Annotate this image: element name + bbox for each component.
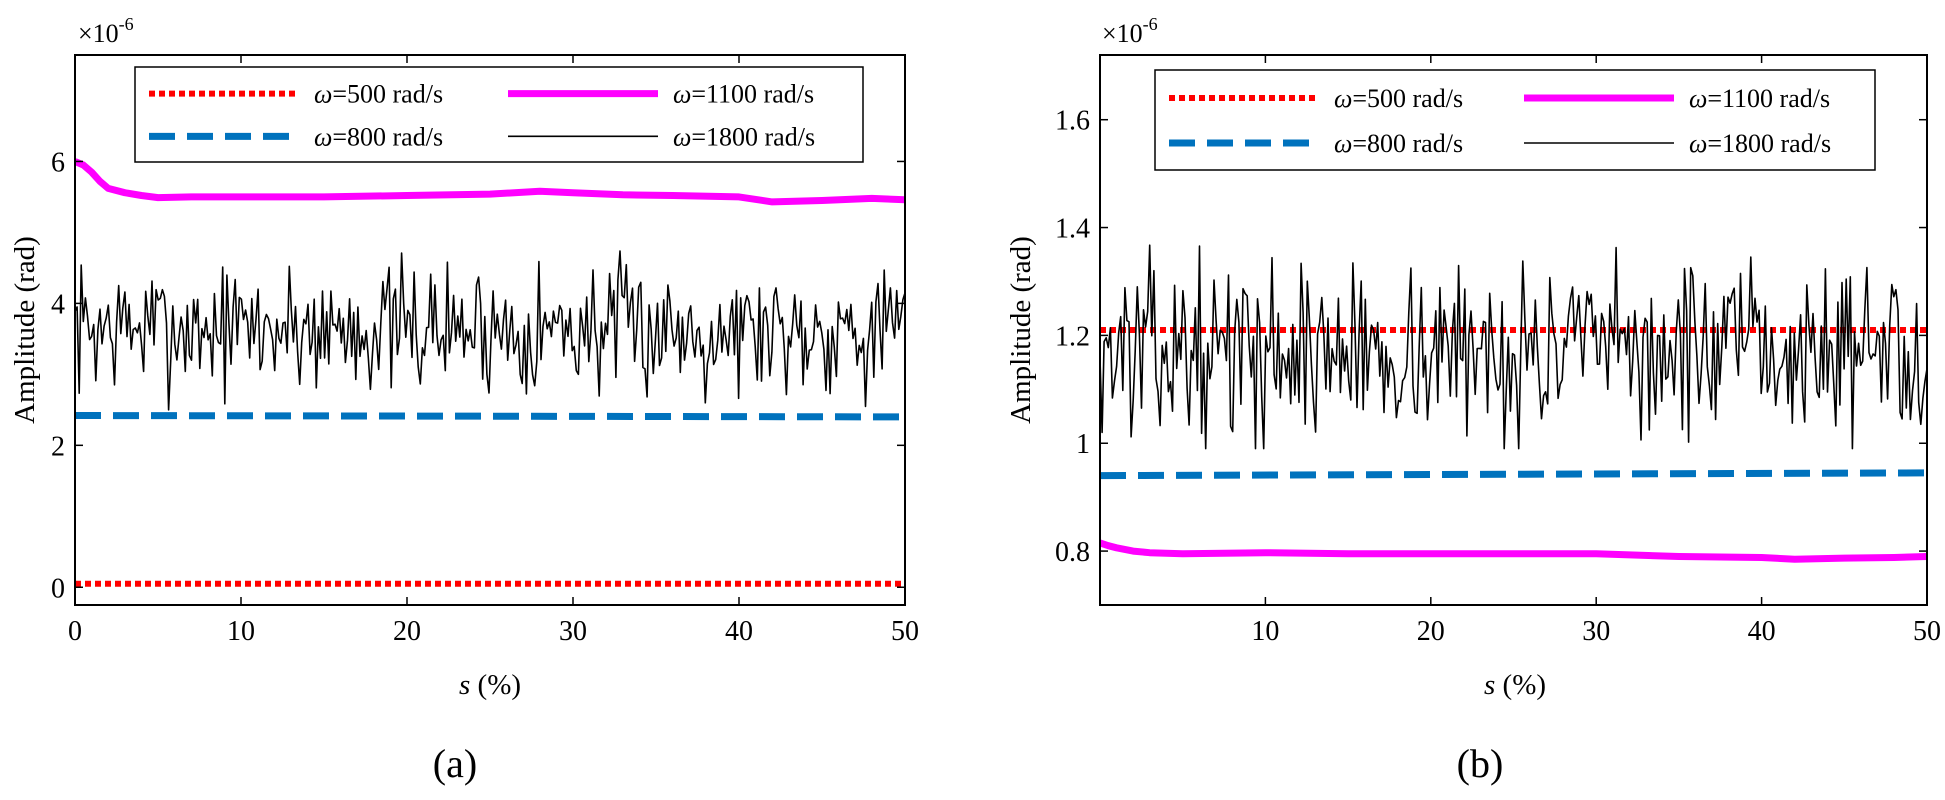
panel-b-legend-label: ω=1100 rad/s xyxy=(1689,84,1830,113)
panel-a-xtick-label: 20 xyxy=(393,616,421,647)
panel-b-label: (b) xyxy=(1457,741,1504,786)
panel-b-ytick-label: 0.8 xyxy=(1055,537,1090,568)
panel-a-legend: ω=500 rad/s ω=1100 rad/s ω=800 rad/s ω=1800… xyxy=(134,66,864,163)
panel-b-axes-box xyxy=(1099,54,1928,606)
panel-a-ytick-label: 2 xyxy=(51,431,65,462)
panel-b-xtick-label: 50 xyxy=(1913,616,1941,647)
panel-b-ylabel: Amplitude (rad) xyxy=(1005,236,1037,424)
panel-a-legend-label: ω=800 rad/s xyxy=(314,122,443,151)
panel-b-legend-box xyxy=(1154,69,1876,171)
panel-b-legend-label: ω=800 rad/s xyxy=(1334,129,1463,158)
panel-b-ytick-label: 1.6 xyxy=(1055,106,1090,137)
panel-a-xtick-label: 0 xyxy=(68,616,82,647)
panel-b-series xyxy=(1100,244,1927,563)
panel-a-legend-label: ω=1800 rad/s xyxy=(673,122,815,151)
panel-b-ytick-label: 1.4 xyxy=(1055,214,1090,245)
panel-a-xtick-label: 50 xyxy=(891,616,919,647)
panel-a-series-line-2 xyxy=(75,158,905,206)
panel-b-legend-label: ω=500 rad/s xyxy=(1334,84,1463,113)
panel-b-ytick-label: 1 xyxy=(1076,429,1090,460)
panel-a-xtick-label: 10 xyxy=(227,616,255,647)
panel-a-legend-label: ω=1100 rad/s xyxy=(673,80,814,109)
panel-a-label: (a) xyxy=(433,741,477,786)
panel-b-series-line-1 xyxy=(1100,469,1927,480)
panel-b-xtick-label: 10 xyxy=(1251,616,1279,647)
panel-a-xlabel: s (%) xyxy=(459,669,521,701)
panel-b-xtick-label: 40 xyxy=(1748,616,1776,647)
panel-a-legend-label: ω=500 rad/s xyxy=(314,80,443,109)
panel-b-series-line-3 xyxy=(1100,244,1927,450)
panel-b-legend: ω=500 rad/s ω=1100 rad/s ω=800 rad/s ω=1800… xyxy=(1154,69,1876,171)
panel-a-series xyxy=(75,158,905,587)
panel-a-multiplier: ×10-6 xyxy=(78,14,134,48)
panel-a-series-line-3 xyxy=(75,250,905,411)
panel-b-series-line-2 xyxy=(1100,539,1927,563)
panel-a-xtick-label: 30 xyxy=(559,616,587,647)
panel-a-ytick-label: 4 xyxy=(51,289,65,320)
panel-a-legend-box xyxy=(134,66,864,163)
panel-b: 10 20 30 40 50 0.8 1 1.2 1.4 1.6 ω=500 rad/s ω=110… xyxy=(1005,14,1941,786)
panel-a-ytick-label: 0 xyxy=(51,573,65,604)
panel-b-xtick-label: 20 xyxy=(1417,616,1445,647)
panel-b-legend-label: ω=1800 rad/s xyxy=(1689,129,1831,158)
panel-b-ytick-label: 1.2 xyxy=(1055,321,1090,352)
panel-a-axes-box xyxy=(74,54,906,606)
panel-a-xtick-label: 40 xyxy=(725,616,753,647)
panel-a-ticks: 0 10 20 30 40 50 0 2 4 6 xyxy=(51,55,919,647)
panel-a-ylabel: Amplitude (rad) xyxy=(9,236,41,424)
panel-b-xlabel: s (%) xyxy=(1484,669,1546,701)
panel-a-ytick-label: 6 xyxy=(51,147,65,178)
panel-b-multiplier: ×10-6 xyxy=(1102,14,1158,48)
panel-b-ticks: 10 20 30 40 50 0.8 1 1.2 1.4 1.6 xyxy=(1055,55,1941,647)
panel-b-xtick-label: 30 xyxy=(1582,616,1610,647)
panel-a-series-line-1 xyxy=(75,412,905,421)
